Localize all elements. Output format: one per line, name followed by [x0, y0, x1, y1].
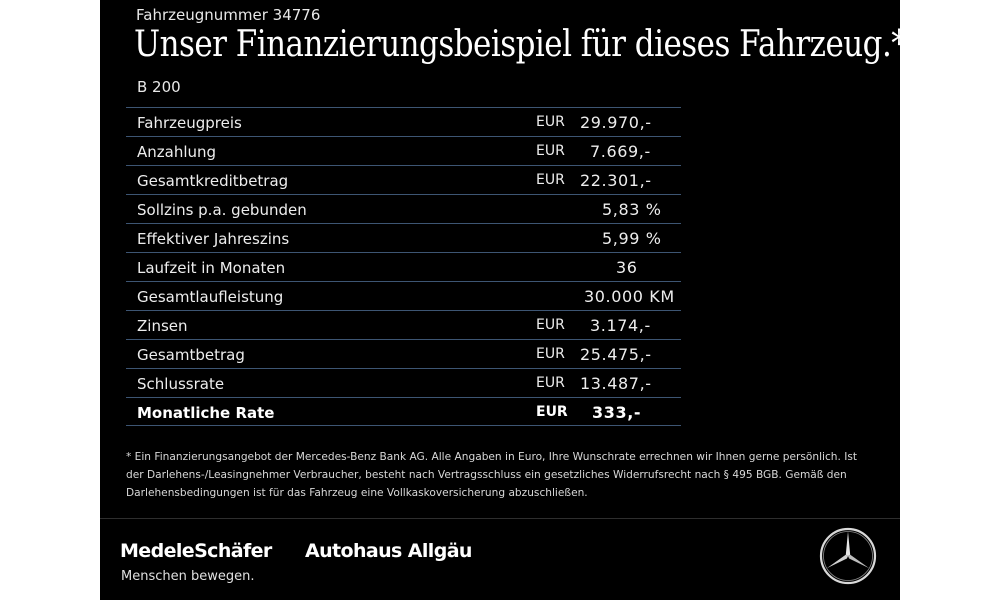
- table-row: Gesamtbetrag EUR 25.475,-: [126, 339, 681, 368]
- row-currency: EUR: [536, 143, 565, 159]
- row-currency: EUR: [536, 114, 565, 130]
- row-label: Schlussrate: [137, 375, 225, 393]
- row-label: Fahrzeugpreis: [137, 114, 242, 132]
- finance-panel: Fahrzeugnummer 34776 Unser Finanzierungs…: [100, 0, 907, 600]
- row-value: 25.475,-: [580, 345, 652, 364]
- row-currency: EUR: [536, 404, 568, 420]
- vehicle-model: B 200: [137, 78, 181, 96]
- dealer-logo: MedeleSchäfer: [120, 540, 272, 562]
- row-value: 333,-: [592, 403, 642, 422]
- row-value: 5,83 %: [602, 200, 662, 219]
- legal-footnote: * Ein Finanzierungsangebot der Mercedes-…: [126, 451, 858, 499]
- table-row: Schlussrate EUR 13.487,-: [126, 368, 681, 397]
- row-label: Gesamtkreditbetrag: [137, 172, 289, 190]
- row-label: Gesamtbetrag: [137, 346, 245, 364]
- row-label: Zinsen: [137, 317, 188, 335]
- table-row: Gesamtkreditbetrag EUR 22.301,-: [126, 165, 681, 194]
- table-row: Gesamtlaufleistung 30.000 KM: [126, 281, 681, 310]
- table-row-monthly-rate: Monatliche Rate EUR 333,-: [126, 397, 681, 426]
- row-value: 29.970,-: [580, 113, 652, 132]
- table-row: Fahrzeugpreis EUR 29.970,-: [126, 107, 681, 136]
- table-row: Zinsen EUR 3.174,-: [126, 310, 681, 339]
- finance-table: Fahrzeugpreis EUR 29.970,- Anzahlung EUR…: [126, 107, 681, 426]
- footer-divider: [100, 518, 900, 519]
- row-currency: EUR: [536, 317, 565, 333]
- table-row: Laufzeit in Monaten 36: [126, 252, 681, 281]
- row-label: Anzahlung: [137, 143, 217, 161]
- vehicle-number: Fahrzeugnummer 34776: [136, 6, 321, 24]
- row-value: 30.000 KM: [584, 287, 675, 306]
- partner-logo: Autohaus Allgäu: [305, 540, 472, 562]
- row-label: Monatliche Rate: [137, 404, 275, 422]
- table-row: Sollzins p.a. gebunden 5,83 %: [126, 194, 681, 223]
- row-label: Gesamtlaufleistung: [137, 288, 284, 306]
- row-value: 36: [616, 258, 638, 277]
- row-value: 7.669,-: [590, 142, 651, 161]
- table-row: Effektiver Jahreszins 5,99 %: [126, 223, 681, 252]
- row-value: 22.301,-: [580, 171, 652, 190]
- table-row: Anzahlung EUR 7.669,-: [126, 136, 681, 165]
- row-label: Sollzins p.a. gebunden: [137, 201, 307, 219]
- row-value: 5,99 %: [602, 229, 662, 248]
- row-label: Effektiver Jahreszins: [137, 230, 290, 248]
- row-currency: EUR: [536, 172, 565, 188]
- mercedes-star-icon: [819, 527, 877, 585]
- row-value: 3.174,-: [590, 316, 651, 335]
- dealer-tagline: Menschen bewegen.: [121, 569, 255, 584]
- row-value: 13.487,-: [580, 374, 652, 393]
- row-currency: EUR: [536, 375, 565, 391]
- row-currency: EUR: [536, 346, 565, 362]
- row-label: Laufzeit in Monaten: [137, 259, 286, 277]
- page-title: Unser Finanzierungsbeispiel für dieses F…: [134, 24, 907, 65]
